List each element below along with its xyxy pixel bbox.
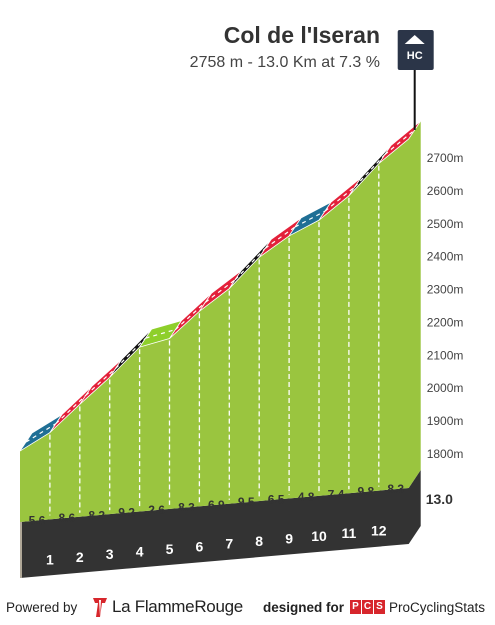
y-tick-label: 2700m xyxy=(427,151,464,165)
climb-stats: 2758 m - 13.0 Km at 7.3 % xyxy=(189,54,380,71)
km-marker: 10 xyxy=(311,528,327,544)
km-marker: 6 xyxy=(196,538,204,554)
band-centerline xyxy=(85,367,117,396)
footer: Powered by La FlammeRouge designed for P… xyxy=(0,596,495,620)
mountain-icon xyxy=(404,35,425,44)
gradient-label: 6.5 xyxy=(268,493,285,507)
gradient-label: 9.8 xyxy=(358,485,375,499)
brand-suffix: Rouge xyxy=(194,597,243,616)
pcs-letter: C xyxy=(362,600,373,614)
profile-fill xyxy=(20,120,421,523)
band-centerline xyxy=(115,337,147,369)
pcs-logo-icon: P C S xyxy=(350,600,385,614)
gradient-band xyxy=(19,120,422,452)
gradient-label: 4.8 xyxy=(298,490,315,504)
km-marker: 2 xyxy=(76,549,84,565)
band-centerline xyxy=(205,279,236,303)
km-marker: 9 xyxy=(285,530,293,546)
y-tick-label: 2500m xyxy=(427,217,464,231)
y-tick-label: 2200m xyxy=(427,315,464,329)
flame-rouge-logo-icon xyxy=(93,598,107,617)
gradient-label: 2.6 xyxy=(148,503,165,517)
profile-area xyxy=(20,120,421,523)
band-centerline xyxy=(175,301,206,331)
y-tick-label: 2300m xyxy=(427,283,464,297)
y-tick-label: 2000m xyxy=(427,381,464,395)
km-marker: 7 xyxy=(225,536,233,552)
gradient-label: 8.3 xyxy=(178,500,195,514)
band-centerline xyxy=(294,210,326,228)
band-centerline xyxy=(25,423,57,443)
gradient-label: 6.9 xyxy=(208,498,225,512)
gradient-label: 8.6 xyxy=(59,511,76,525)
km-end-label: 13.0 xyxy=(426,491,453,507)
km-dividers xyxy=(49,157,380,516)
gradient-label: 9.2 xyxy=(118,506,135,520)
gradient-label: 8.2 xyxy=(88,508,105,522)
km-marker: 8 xyxy=(255,533,263,549)
y-tick-label: 1800m xyxy=(427,447,464,461)
climb-title: Col de l'Iseran xyxy=(223,22,380,48)
km-marker: 4 xyxy=(136,544,144,560)
km-marker: 12 xyxy=(371,523,387,539)
hc-badge-icon xyxy=(397,30,434,70)
pcs-letter: S xyxy=(374,600,385,614)
km-marker: 11 xyxy=(341,525,356,541)
base-block xyxy=(20,470,421,578)
band-centerline xyxy=(55,394,87,425)
gradient-label: 7.4 xyxy=(328,487,345,501)
summit-marker: HC xyxy=(397,30,434,130)
km-marker: 3 xyxy=(106,546,114,562)
gradient-label: 9.5 xyxy=(238,495,255,509)
km-marker: 1 xyxy=(46,551,54,567)
designed-for-label: designed for xyxy=(263,600,345,615)
band-centerline xyxy=(384,129,416,156)
y-tick-label: 2400m xyxy=(427,250,464,264)
pcs-letter: P xyxy=(350,600,361,614)
pcs-name: ProCyclingStats xyxy=(389,600,486,615)
band-centerline xyxy=(264,226,296,249)
y-tick-label: 2600m xyxy=(427,184,464,198)
powered-by-label: Powered by xyxy=(6,600,78,615)
band-centerline xyxy=(145,328,176,339)
hc-badge-label: HC xyxy=(407,50,423,62)
gradient-label: 5.6 xyxy=(29,514,46,528)
y-tick-label: 2100m xyxy=(427,348,464,362)
brand-name: La FlammeRouge xyxy=(112,597,243,617)
y-tick-label: 1900m xyxy=(427,414,464,428)
gradient-label: 8.3 xyxy=(387,482,404,496)
chart-labels: 1800m 1900m 2000m 2100m 2200m 2300m 2400m 2500m… xyxy=(29,151,464,567)
brand-prefix: La Flamme xyxy=(112,597,195,616)
km-marker: 5 xyxy=(166,541,174,557)
band-centerline xyxy=(324,186,356,212)
